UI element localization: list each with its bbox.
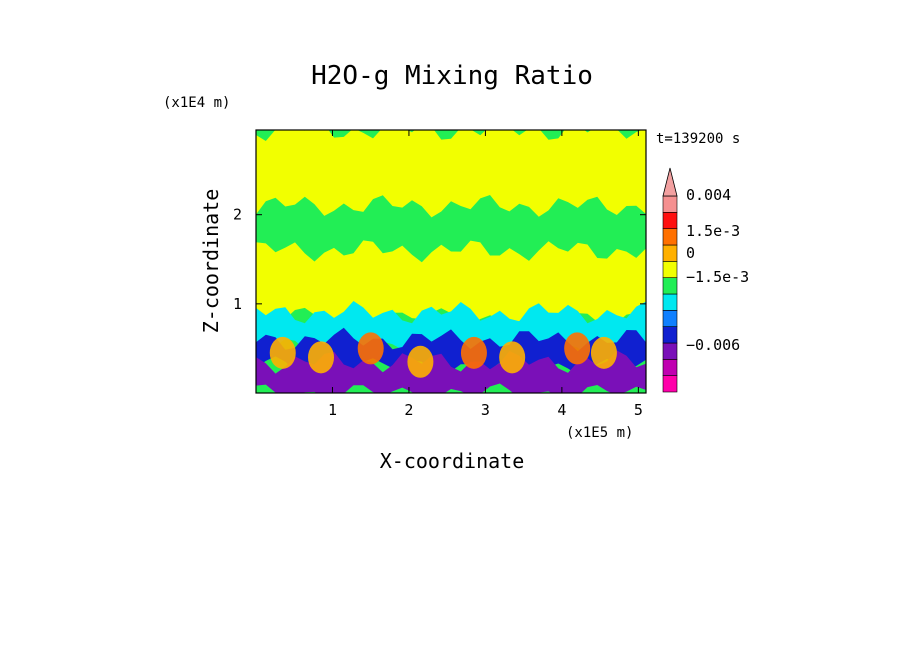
colorbar-label: −0.006 xyxy=(686,336,740,354)
colorbar-level xyxy=(662,244,678,262)
colorbar-level xyxy=(662,261,678,278)
colorbar-level xyxy=(662,342,678,360)
x-axis-title: X-coordinate xyxy=(380,449,525,473)
colorbar-level xyxy=(662,228,678,246)
plume-8 xyxy=(590,336,617,369)
x-tick-label: 5 xyxy=(634,401,643,419)
y-tick-label: 1 xyxy=(233,295,242,313)
plume-7 xyxy=(564,332,591,365)
y-unit-label: (x1E4 m) xyxy=(163,95,230,111)
y-axis-title: Z-coordinate xyxy=(199,189,223,334)
plot-frame xyxy=(255,129,647,394)
y-axis: 12 xyxy=(233,206,646,313)
contour-field xyxy=(256,130,646,393)
x-tick-label: 2 xyxy=(404,401,413,419)
plume-2 xyxy=(308,341,334,374)
colorbar-level xyxy=(662,310,678,327)
x-unit-label: (x1E5 m) xyxy=(566,425,633,441)
chart-title: H2O-g Mixing Ratio xyxy=(311,61,593,91)
colorbar-level xyxy=(662,195,678,213)
x-axis: 1 2 3 4 5 xyxy=(328,130,643,419)
time-label: t=139200 s xyxy=(656,131,740,147)
colorbar-label: 0 xyxy=(686,244,695,262)
x-tick-label: 4 xyxy=(557,401,566,419)
x-tick-label: 3 xyxy=(481,401,490,419)
colorbar-level xyxy=(662,277,678,295)
plume-5 xyxy=(460,336,487,369)
field-layer-purple xyxy=(256,350,646,393)
colorbar-level xyxy=(662,359,678,376)
colorbar-level xyxy=(662,293,678,311)
y-tick-label: 2 xyxy=(233,206,242,224)
plume-6 xyxy=(499,341,526,374)
plume-1 xyxy=(269,336,296,369)
x-tick-label: 1 xyxy=(328,401,337,419)
colorbar-level xyxy=(662,375,678,393)
colorbar-level xyxy=(662,212,678,229)
colorbar-extend-arrow xyxy=(662,167,678,197)
colorbar: 0.004 1.5e-3 0 −1.5e-3 −0.006 xyxy=(662,167,749,393)
colorbar-label: −1.5e-3 xyxy=(686,268,749,286)
colorbar-label: 0.004 xyxy=(686,186,731,204)
plume-3 xyxy=(357,332,384,365)
colorbar-level xyxy=(662,326,678,344)
plume-4 xyxy=(407,345,434,378)
colorbar-label: 1.5e-3 xyxy=(686,222,740,240)
